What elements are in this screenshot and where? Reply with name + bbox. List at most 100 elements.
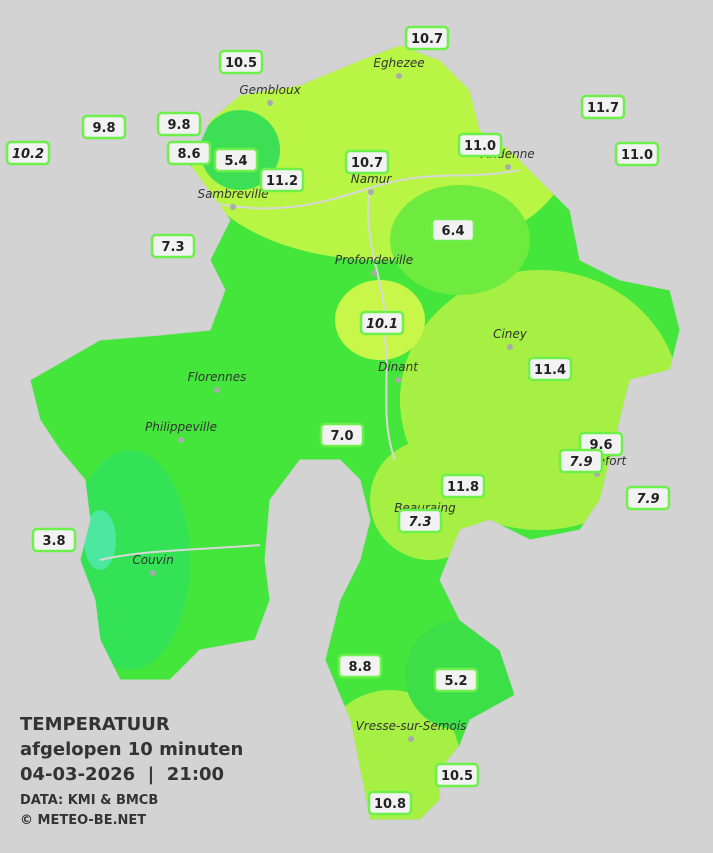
station: 10.5 <box>434 762 480 788</box>
place-dot <box>230 204 236 210</box>
station-value: 11.0 <box>464 139 496 154</box>
station: 10.8 <box>367 790 413 816</box>
datetime: 04-03-2026 | 21:00 <box>20 764 224 785</box>
station: 7.0 <box>319 422 365 448</box>
station: 7.9 <box>558 448 604 474</box>
source: DATA: KMI & BMCB <box>20 793 158 808</box>
place-name: Eghezee <box>373 56 424 70</box>
station-box <box>404 25 450 51</box>
station-value: 11.8 <box>447 480 479 495</box>
station-value: 3.8 <box>42 534 65 549</box>
station-value: 8.8 <box>348 660 371 675</box>
station: 11.0 <box>457 132 503 158</box>
station-box <box>213 147 259 173</box>
station-value: 8.6 <box>177 147 200 162</box>
station-value: 9.8 <box>167 118 190 133</box>
place-name: Vresse-sur-Semois <box>356 719 467 733</box>
station: 10.2 <box>5 140 51 166</box>
station-box <box>218 49 264 75</box>
place-dot <box>408 736 414 742</box>
station-box <box>580 94 626 120</box>
stations: 10.7 10.5 11.7 9.8 9.8 10.2 8.6 5.4 11.2 10.7 11.0… <box>5 25 671 816</box>
station-box <box>259 167 305 193</box>
station-value: 11.0 <box>621 148 653 163</box>
place-name: Gembloux <box>239 83 301 97</box>
station: 11.4 <box>527 356 573 382</box>
station-value: 9.8 <box>92 121 115 136</box>
station-box <box>31 527 77 553</box>
station: 7.3 <box>397 508 443 534</box>
station: 10.7 <box>404 25 450 51</box>
station-box <box>625 485 671 511</box>
station: 11.0 <box>614 141 660 167</box>
station-value: 10.5 <box>225 56 257 71</box>
station-value: 10.1 <box>366 317 398 332</box>
station-box <box>558 448 604 474</box>
station-value: 5.4 <box>224 154 247 169</box>
station-value: 7.9 <box>569 455 592 470</box>
station-value: 10.7 <box>351 156 383 171</box>
credit: © METEO-BE.NET <box>20 813 146 828</box>
station-box <box>430 217 476 243</box>
place-name: Couvin <box>132 553 173 567</box>
place-dot <box>396 73 402 79</box>
station: 5.4 <box>213 147 259 173</box>
place-dot <box>505 164 511 170</box>
place-dot <box>267 100 273 106</box>
station: 11.7 <box>580 94 626 120</box>
station-box <box>367 790 413 816</box>
station-box <box>81 114 127 140</box>
place-name: Profondeville <box>335 253 413 267</box>
place-dot <box>395 377 401 383</box>
station-value: 5.2 <box>444 674 467 689</box>
station-box <box>433 667 479 693</box>
station-value: 7.3 <box>408 515 431 530</box>
station: 7.9 <box>625 485 671 511</box>
place-dot <box>178 437 184 443</box>
station-value: 10.5 <box>441 769 473 784</box>
station-box <box>614 141 660 167</box>
place-name: Philippeville <box>145 420 217 434</box>
station: 6.4 <box>430 217 476 243</box>
station-value: 7.3 <box>161 240 184 255</box>
station-value: 10.8 <box>374 797 406 812</box>
station-box <box>527 356 573 382</box>
place-name: Ciney <box>493 327 528 341</box>
station-box <box>5 140 51 166</box>
station-value: 10.2 <box>12 147 44 162</box>
station-box <box>319 422 365 448</box>
station-value: 7.9 <box>636 492 659 507</box>
station-box <box>457 132 503 158</box>
station: 3.8 <box>31 527 77 553</box>
place-name: Dinant <box>378 360 419 374</box>
place-dot <box>368 189 374 195</box>
station-value: 11.7 <box>587 101 619 116</box>
station: 11.8 <box>440 473 486 499</box>
station-value: 7.0 <box>330 429 353 444</box>
station-box <box>150 233 196 259</box>
place-name: Florennes <box>188 370 247 384</box>
station-value: 11.4 <box>534 363 566 378</box>
places: EghezeeGemblouxAndenneNamurSambrevillePr… <box>132 56 628 742</box>
station: 8.6 <box>166 140 212 166</box>
station: 11.2 <box>259 167 305 193</box>
station-value: 6.4 <box>441 224 464 239</box>
place-dot <box>371 270 377 276</box>
station: 5.2 <box>433 667 479 693</box>
station-box <box>359 310 405 336</box>
station-box <box>397 508 443 534</box>
station: 9.8 <box>81 114 127 140</box>
title: TEMPERATUUR <box>20 714 170 735</box>
station: 10.7 <box>344 149 390 175</box>
place-dot <box>150 570 156 576</box>
station: 10.5 <box>218 49 264 75</box>
station-box <box>440 473 486 499</box>
station-box <box>434 762 480 788</box>
place-dot <box>214 387 220 393</box>
station: 8.8 <box>337 653 383 679</box>
station-box <box>166 140 212 166</box>
station-box <box>337 653 383 679</box>
station-value: 11.2 <box>266 174 298 189</box>
station: 9.8 <box>156 111 202 137</box>
